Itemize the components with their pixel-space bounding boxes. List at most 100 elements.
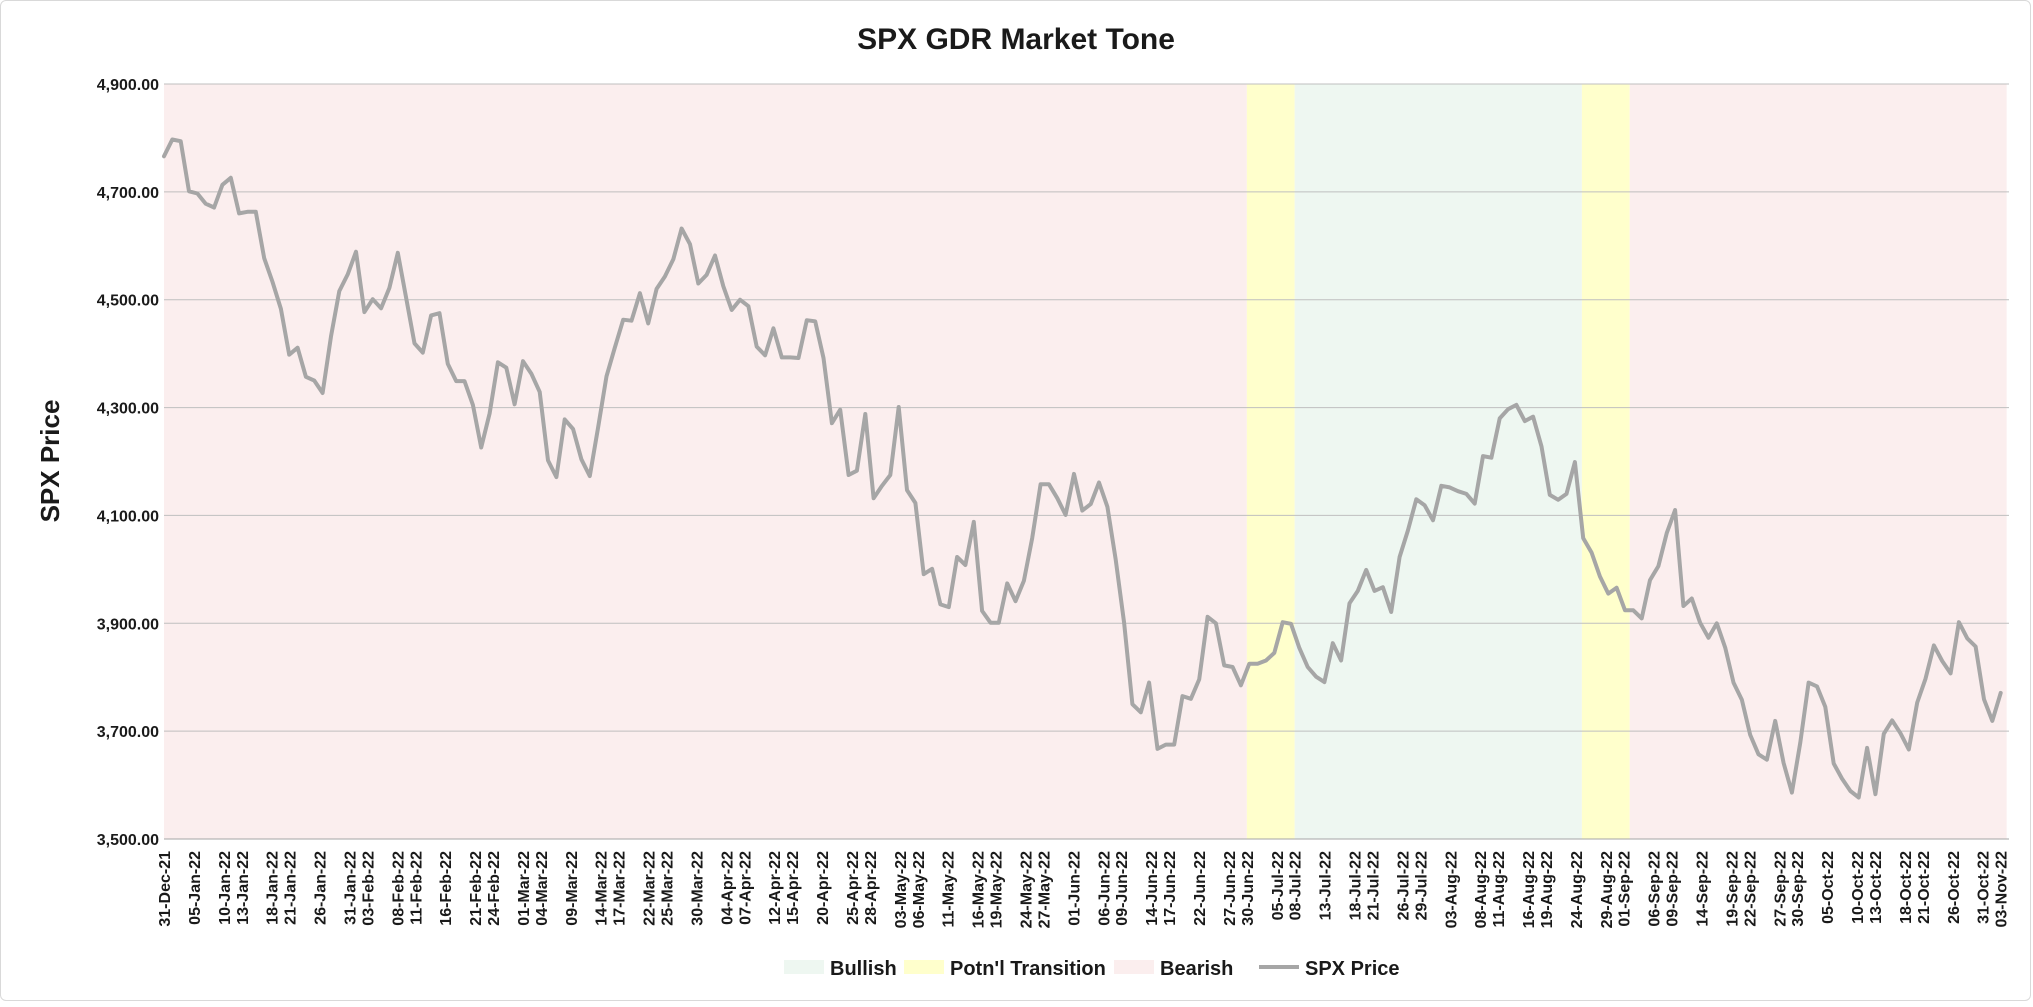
- x-tick-label: 18-Oct-22: [1898, 851, 1915, 924]
- x-tick-label: 03-Feb-22: [360, 851, 377, 926]
- x-tick-label: 21-Oct-22: [1916, 851, 1933, 924]
- data-point: [1189, 697, 1193, 700]
- data-point: [1832, 762, 1835, 765]
- data-point: [1607, 592, 1610, 595]
- data-point: [1056, 497, 1059, 500]
- data-point: [855, 469, 859, 472]
- data-point: [1924, 677, 1927, 680]
- data-point: [1223, 664, 1226, 667]
- data-point: [1765, 758, 1769, 761]
- regime-band-bullish-2: [1294, 84, 1582, 839]
- data-point: [1047, 483, 1051, 486]
- x-tick-label: 24-Aug-22: [1569, 851, 1586, 928]
- data-point: [538, 390, 541, 394]
- data-point: [630, 319, 633, 322]
- data-point: [730, 308, 733, 312]
- x-tick-label: 19-Aug-22: [1539, 851, 1556, 928]
- data-point: [1089, 502, 1092, 506]
- data-point: [822, 356, 825, 360]
- data-point: [1431, 519, 1435, 522]
- x-tick-label: 22-Jun-22: [1192, 851, 1209, 926]
- data-point: [1724, 646, 1727, 649]
- data-point: [647, 322, 650, 325]
- legend-swatch-transition: [904, 960, 944, 974]
- data-point: [1173, 743, 1176, 746]
- data-point: [1749, 733, 1752, 737]
- x-tick-label: 05-Oct-22: [1820, 851, 1837, 924]
- x-tick-label: 24-Feb-22: [486, 851, 503, 926]
- data-point: [939, 603, 942, 606]
- data-point: [1373, 589, 1376, 593]
- regime-band-transition-1: [1246, 84, 1295, 839]
- x-tick-label: 13-Oct-22: [1868, 851, 1885, 924]
- y-tick-label: 3,700.00: [97, 724, 159, 741]
- data-point: [1131, 703, 1134, 706]
- data-point: [930, 567, 934, 570]
- x-tick-label: 21-Feb-22: [468, 851, 485, 926]
- data-point: [1214, 622, 1218, 625]
- data-point: [989, 621, 992, 624]
- x-tick-label: 13-Jan-22: [235, 851, 252, 925]
- data-point: [705, 273, 708, 277]
- data-point: [1122, 621, 1126, 624]
- data-point: [1365, 568, 1368, 572]
- data-point: [1732, 681, 1735, 684]
- data-point: [1490, 456, 1493, 459]
- data-point: [622, 318, 625, 321]
- data-point: [1573, 460, 1577, 464]
- data-point: [1548, 493, 1552, 497]
- data-point: [814, 320, 817, 323]
- data-point: [363, 310, 366, 314]
- data-point: [505, 366, 508, 369]
- data-point: [1314, 675, 1318, 678]
- data-point: [638, 292, 642, 295]
- data-point: [922, 573, 925, 576]
- data-point: [1289, 622, 1293, 625]
- x-tick-label: 21-Jan-22: [283, 851, 300, 925]
- data-point: [997, 621, 1000, 624]
- data-point: [1064, 513, 1067, 517]
- data-point: [1473, 502, 1476, 505]
- data-point: [1348, 602, 1351, 605]
- data-point: [605, 375, 608, 378]
- data-point: [421, 351, 424, 354]
- x-tick-label: 18-Jul-22: [1348, 851, 1365, 920]
- data-point: [1657, 564, 1660, 568]
- data-point: [1907, 748, 1911, 751]
- data-point: [1557, 498, 1560, 501]
- data-point: [1849, 789, 1852, 793]
- data-point: [480, 446, 483, 449]
- data-point: [1590, 551, 1593, 554]
- x-tick-label: 12-Apr-22: [767, 851, 784, 925]
- data-point: [1673, 508, 1677, 512]
- data-point: [1022, 579, 1026, 582]
- data-point: [237, 212, 241, 215]
- data-point: [1916, 701, 1919, 704]
- data-point: [555, 475, 558, 479]
- data-point: [1181, 694, 1184, 698]
- data-point: [1665, 532, 1668, 535]
- data-point: [263, 257, 266, 260]
- data-point: [162, 155, 166, 158]
- data-point: [304, 375, 308, 378]
- data-point: [1899, 732, 1902, 735]
- data-point: [964, 563, 967, 567]
- data-point: [513, 403, 516, 406]
- data-point: [1941, 659, 1944, 663]
- data-point: [1698, 621, 1702, 624]
- x-axis-ticks: 31-Dec-21 05-Jan-22 10-Jan-22 13-Jan-22 18-J…: [157, 851, 2011, 928]
- data-point: [672, 258, 675, 261]
- x-tick-label: 22-Sep-22: [1742, 851, 1759, 927]
- x-tick-label: 26-Jan-22: [313, 851, 330, 925]
- x-tick-label: 19-Sep-22: [1724, 851, 1741, 927]
- x-tick-label: 27-Jun-22: [1222, 851, 1239, 926]
- data-point: [805, 319, 808, 322]
- data-point: [338, 289, 341, 293]
- data-point: [1740, 698, 1744, 702]
- legend-label-line: SPX Price: [1305, 958, 1400, 980]
- x-tick-label: 29-Jul-22: [1413, 851, 1430, 920]
- y-tick-label: 4,900.00: [97, 77, 159, 94]
- data-point: [396, 251, 399, 254]
- data-point: [354, 250, 358, 253]
